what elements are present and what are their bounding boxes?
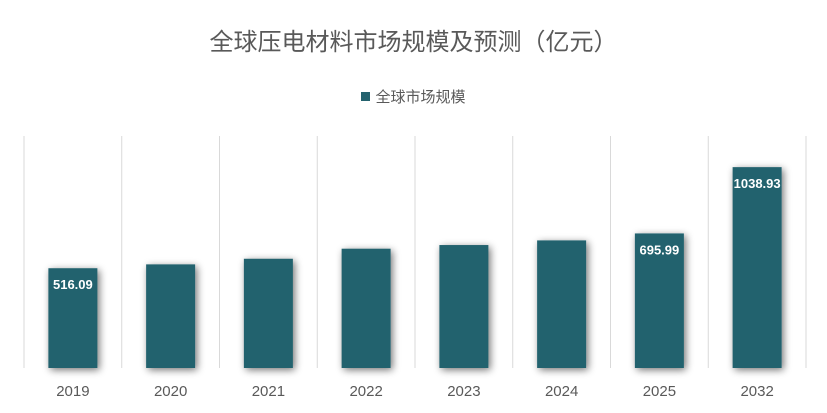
bar-2021 xyxy=(243,258,293,368)
data-label-2019: 516.09 xyxy=(53,277,93,292)
bar-2020 xyxy=(146,264,196,368)
bar-2025 xyxy=(634,233,684,368)
x-tick-2024: 2024 xyxy=(545,383,578,400)
x-tick-2019: 2019 xyxy=(56,383,89,400)
bar-2022 xyxy=(341,248,391,368)
bar-2019 xyxy=(48,268,98,368)
x-tick-2032: 2032 xyxy=(740,383,773,400)
legend: 全球市场规模 xyxy=(0,86,827,107)
x-tick-2023: 2023 xyxy=(447,383,480,400)
bar-2032 xyxy=(732,167,782,368)
bar-2024 xyxy=(537,240,587,368)
x-tick-2020: 2020 xyxy=(154,383,187,400)
x-tick-2025: 2025 xyxy=(643,383,676,400)
bar-2023 xyxy=(439,245,489,368)
data-label-2025: 695.99 xyxy=(639,242,679,257)
chart-title: 全球压电材料市场规模及预测（亿元） xyxy=(209,28,618,56)
x-tick-2021: 2021 xyxy=(252,383,285,400)
legend-swatch xyxy=(361,92,371,101)
data-label-2032: 1038.93 xyxy=(734,176,781,191)
x-tick-2022: 2022 xyxy=(349,383,382,400)
legend-label: 全球市场规模 xyxy=(375,88,466,106)
